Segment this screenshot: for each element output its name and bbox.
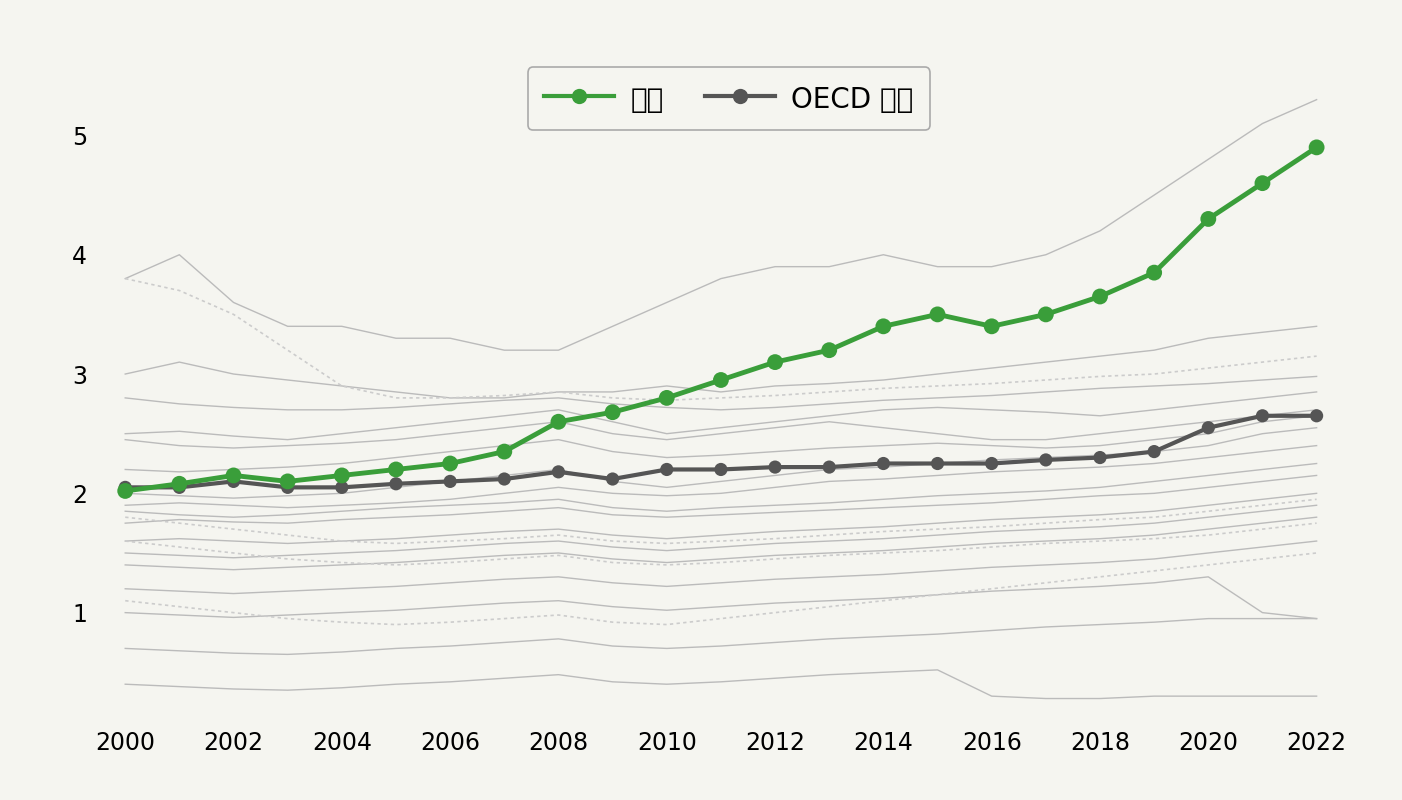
Point: [656, 391, 679, 404]
Point: [764, 461, 787, 474]
Point: [439, 457, 461, 470]
Point: [331, 481, 353, 494]
Point: [656, 463, 679, 476]
Point: [384, 478, 407, 490]
Point: [494, 445, 516, 458]
Point: [1251, 177, 1273, 190]
Point: [276, 481, 299, 494]
Point: [168, 478, 191, 490]
Point: [276, 475, 299, 488]
Point: [709, 463, 732, 476]
Point: [1089, 290, 1112, 303]
Point: [872, 457, 894, 470]
Point: [601, 473, 624, 486]
Point: [1035, 454, 1057, 466]
Point: [114, 485, 136, 498]
Legend: 한국, OECD 평균: 한국, OECD 평균: [527, 67, 931, 130]
Point: [494, 473, 516, 486]
Point: [980, 320, 1002, 333]
Point: [223, 475, 245, 488]
Point: [1197, 213, 1220, 226]
Point: [817, 461, 840, 474]
Point: [114, 481, 136, 494]
Point: [709, 374, 732, 386]
Point: [547, 415, 569, 428]
Point: [1035, 308, 1057, 321]
Point: [547, 466, 569, 478]
Point: [331, 469, 353, 482]
Point: [168, 481, 191, 494]
Point: [384, 463, 407, 476]
Point: [1305, 410, 1328, 422]
Point: [1305, 141, 1328, 154]
Point: [1143, 266, 1165, 279]
Point: [223, 469, 245, 482]
Point: [439, 475, 461, 488]
Point: [817, 344, 840, 357]
Point: [872, 320, 894, 333]
Point: [927, 457, 949, 470]
Point: [980, 457, 1002, 470]
Point: [1089, 451, 1112, 464]
Point: [1197, 422, 1220, 434]
Point: [927, 308, 949, 321]
Point: [764, 356, 787, 369]
Point: [601, 406, 624, 418]
Point: [1143, 445, 1165, 458]
Point: [1251, 410, 1273, 422]
